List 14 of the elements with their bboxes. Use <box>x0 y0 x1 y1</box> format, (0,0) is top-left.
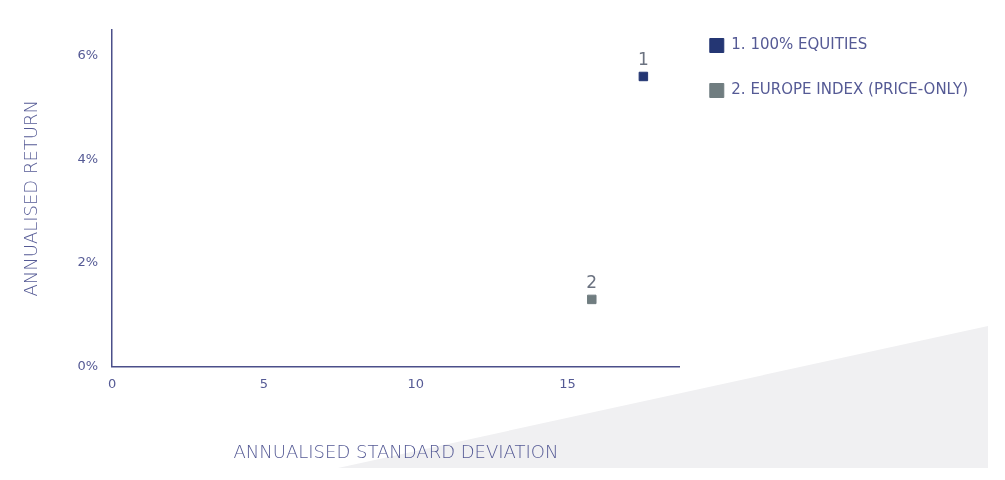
x-tick-label: 5 <box>259 375 269 391</box>
annotation: 2 <box>586 272 598 293</box>
legend-label: 2. EUROPE INDEX (PRICE-ONLY) <box>731 80 969 99</box>
legend-label: 1. 100% EQUITIES <box>731 35 868 54</box>
annotation: 1 <box>637 49 649 70</box>
x-tick-label: 0 <box>108 375 117 391</box>
y-tick-label: 0% <box>77 358 99 374</box>
x-tick-label: 10 <box>407 375 425 391</box>
x-tick-label: 15 <box>559 375 576 391</box>
y-tick-label: 2% <box>77 254 99 270</box>
x-axis-title: ANNUALISED STANDARD DEVIATION <box>233 440 559 462</box>
y-tick-label: 6% <box>77 47 99 63</box>
y-tick-label: 4% <box>77 150 99 166</box>
y-axis-title: ANNUALISED RETURN <box>20 100 42 297</box>
